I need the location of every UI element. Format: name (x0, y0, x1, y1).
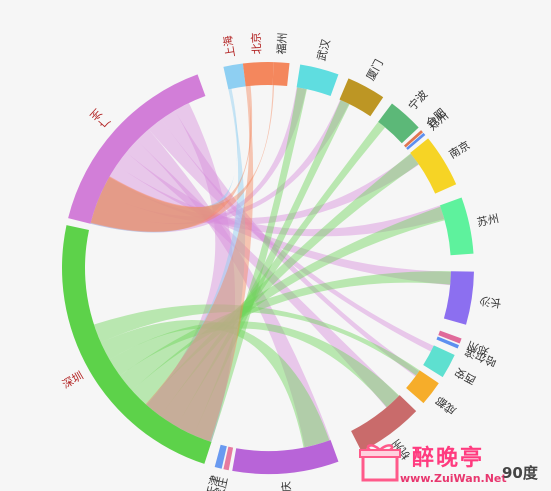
arc-chongqing[interactable] (232, 439, 339, 474)
label-xiamen: 厦门 (363, 57, 386, 83)
arc-zhengzhou[interactable] (406, 132, 426, 150)
ribbon-shenzhen-ningbo (160, 121, 386, 427)
label-changsha: 长沙 (479, 294, 503, 310)
watermark: 醉晚亭 www.ZuiWan.Net 90度 (352, 436, 551, 491)
arc-changsha[interactable] (443, 271, 474, 325)
ribbon-shenzhen-nanjing (145, 153, 419, 417)
watermark-site-name: 醉晚亭 (412, 446, 485, 471)
ribbon-shenzhen-wuhan (193, 87, 307, 443)
ribbon-shenzhen-xiamen (176, 100, 350, 436)
label-shanghai: 上海 (220, 34, 238, 58)
arc-hefei[interactable] (403, 130, 423, 148)
label-nanjing: 南京 (446, 138, 472, 161)
ribbon-beijing-guangzhou (90, 85, 253, 232)
label-tianjin: 天津 (204, 474, 222, 491)
label-ningbo: 宁波 (405, 87, 430, 113)
arc-beijing[interactable] (242, 61, 274, 87)
arc-fuzhou[interactable] (272, 62, 290, 87)
label-wuhan: 武汉 (315, 38, 333, 63)
label-guangzhou: 广州 (88, 106, 113, 130)
label-zhengzhou: 郑州 (425, 108, 451, 133)
label-chongqing: 重庆 (279, 481, 295, 491)
label-chengdu: 成都 (434, 394, 459, 418)
label-fuzhou: 福州 (274, 32, 289, 55)
label-suzhou: 苏州 (476, 212, 500, 229)
ribbon-shanghai-guangzhou (90, 88, 238, 233)
ribbon-guangzhou-xian (148, 119, 434, 352)
label-xian: 西安 (452, 365, 478, 388)
ribbon-guangzhou-xiamen (95, 99, 350, 225)
arc-guangzhou[interactable] (68, 74, 206, 224)
ribbon-guangzhou-chengdu (161, 110, 419, 377)
ribbon-shenzhen-chongqing (100, 319, 330, 448)
arc-hangzhou2[interactable] (438, 330, 462, 344)
arc-chengdu[interactable] (406, 370, 439, 404)
arc-xian[interactable] (423, 345, 455, 378)
arc-wuhan[interactable] (296, 64, 339, 97)
arc-ningbo[interactable] (378, 103, 419, 144)
ribbon-guangzhou-hangzhou (126, 140, 399, 408)
ribbon-guangzhou-changsha (116, 152, 451, 286)
arc-haerbin[interactable] (436, 336, 459, 349)
arc-shenzhen[interactable] (61, 225, 212, 464)
ribbon-shenzhen-suzhou (132, 206, 445, 404)
gift-icon (359, 444, 401, 482)
watermark-extra: 90度 (502, 464, 538, 482)
arc-suzhou[interactable] (439, 197, 474, 256)
label-beijing: 北京 (249, 32, 264, 55)
ribbon-guangzhou-suzhou (108, 165, 445, 237)
ribbon-guangzhou-shenzhen (146, 102, 236, 443)
watermark-url: www.ZuiWan.Net (400, 472, 507, 485)
arc-hangzhou[interactable] (351, 395, 417, 452)
ribbon-guangzhou-wuhan (90, 87, 307, 233)
arc-xiamen[interactable] (339, 78, 384, 117)
label-shenzhen: 深圳 (60, 369, 86, 391)
chord-ribbons (90, 85, 451, 448)
arc-shijiazhuang[interactable] (223, 446, 234, 471)
arc-nanjing[interactable] (410, 138, 457, 194)
chord-arcs (61, 61, 474, 474)
ribbon-shanghai-shenzhen (146, 89, 246, 442)
ribbon-shenzhen-changsha (119, 271, 451, 391)
arc-tianjin[interactable] (214, 444, 227, 469)
ribbon-beijing-shenzhen (145, 86, 254, 442)
ribbon-guangzhou-chongqing (136, 129, 331, 448)
arc-shanghai[interactable] (223, 63, 246, 90)
ribbon-fuzhou-guangzhou (90, 85, 275, 232)
